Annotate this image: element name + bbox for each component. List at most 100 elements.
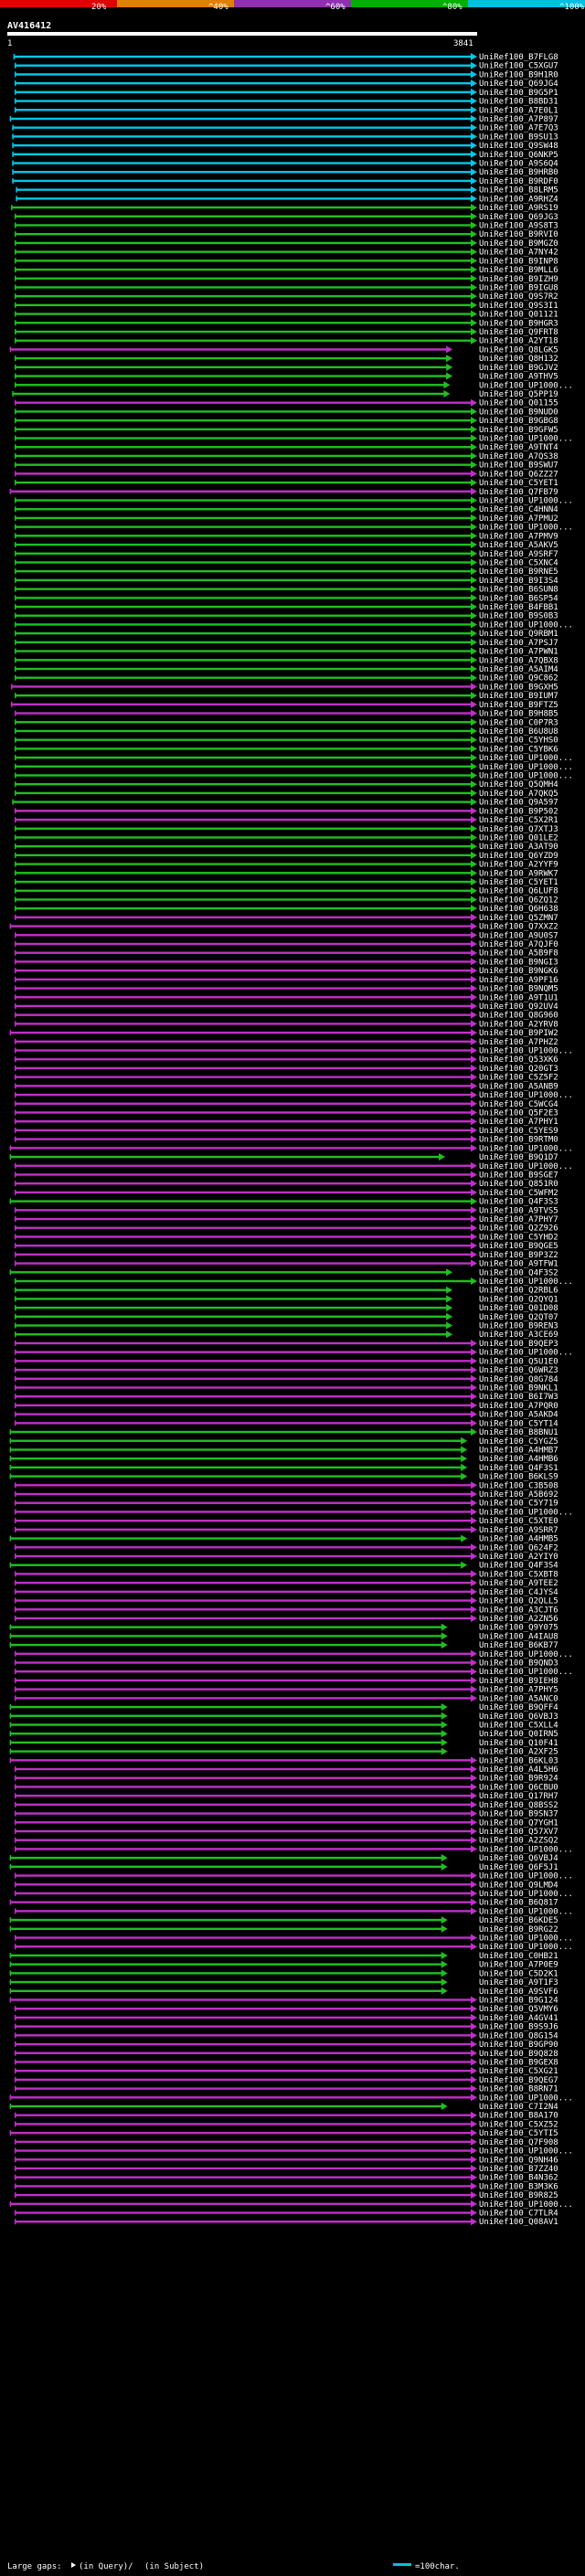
hit-label[interactable]: UniRef100_B9QND3: [479, 1659, 558, 1669]
hit-label[interactable]: UniRef100_C5YBK6: [479, 745, 558, 754]
hit-label[interactable]: UniRef100_Q0IRN5: [479, 1730, 558, 1739]
hit-row[interactable]: UniRef100_UP1000...: [15, 1649, 573, 1659]
hit-row[interactable]: UniRef100_Q8H132: [15, 355, 558, 364]
hit-label[interactable]: UniRef100_A9TFW1: [479, 1260, 558, 1269]
hit-row[interactable]: UniRef100_A4HMB7: [9, 1446, 558, 1455]
hit-row[interactable]: UniRef100_C5Z5F2: [15, 1073, 558, 1083]
hit-label[interactable]: UniRef100_UP1000...: [479, 1508, 573, 1517]
hit-row[interactable]: UniRef100_Q2QYQ1: [15, 1295, 558, 1304]
hit-label[interactable]: UniRef100_UP1000...: [479, 754, 573, 763]
hit-row[interactable]: UniRef100_UP1000...: [15, 1934, 573, 1944]
hit-row[interactable]: UniRef100_B6U8U8: [15, 726, 558, 737]
hit-row[interactable]: UniRef100_Q6NKP5: [12, 150, 558, 160]
hit-row[interactable]: UniRef100_B6I7W3: [15, 1393, 558, 1402]
hit-row[interactable]: UniRef100_Q2Z926: [15, 1224, 558, 1234]
hit-label[interactable]: UniRef100_UP1000...: [479, 1091, 573, 1100]
hit-row[interactable]: UniRef100_UP1000...: [15, 762, 573, 772]
hit-label[interactable]: UniRef100_A7P897: [479, 115, 558, 124]
hit-label[interactable]: UniRef100_Q9A597: [479, 799, 558, 808]
hit-label[interactable]: UniRef100_Q7XXZ2: [479, 923, 558, 932]
hit-row[interactable]: UniRef100_B9NGK6: [15, 967, 558, 976]
hit-row[interactable]: UniRef100_A9TFW1: [15, 1259, 558, 1269]
hit-row[interactable]: UniRef100_C5YHS0: [15, 736, 558, 746]
hit-label[interactable]: UniRef100_B9IGU8: [479, 283, 558, 292]
hit-row[interactable]: UniRef100_A4GV41: [15, 2013, 558, 2023]
hit-label[interactable]: UniRef100_A3AT90: [479, 843, 558, 852]
hit-label[interactable]: UniRef100_B6SP54: [479, 594, 558, 603]
hit-row[interactable]: UniRef100_Q6YZD9: [15, 851, 558, 861]
hit-label[interactable]: UniRef100_B8LRM5: [479, 186, 558, 196]
hit-row[interactable]: UniRef100_A5AKD4: [15, 1410, 558, 1420]
hit-label[interactable]: UniRef100_C5X2R1: [479, 816, 558, 825]
hit-row[interactable]: UniRef100_Q8G154: [15, 2031, 558, 2041]
hit-label[interactable]: UniRef100_B9H8B5: [479, 710, 558, 719]
hit-label[interactable]: UniRef100_Q8H132: [479, 355, 558, 364]
hit-row[interactable]: UniRef100_B9QND3: [15, 1659, 558, 1669]
hit-row[interactable]: UniRef100_A7QBX8: [15, 656, 558, 665]
hit-label[interactable]: UniRef100_A9T1F3: [479, 1978, 558, 1988]
hit-row[interactable]: UniRef100_Q01LE2: [15, 833, 558, 843]
hit-row[interactable]: UniRef100_Q851R0: [15, 1180, 558, 1189]
hit-label[interactable]: UniRef100_Q2QT07: [479, 1313, 558, 1322]
hit-label[interactable]: UniRef100_A7NY42: [479, 249, 558, 258]
hit-label[interactable]: UniRef100_C5YES9: [479, 1127, 558, 1136]
hit-label[interactable]: UniRef100_A7QJF0: [479, 940, 558, 949]
hit-row[interactable]: UniRef100_C0HB21: [9, 1951, 558, 1961]
hit-row[interactable]: UniRef100_Q6WRZ3: [15, 1366, 558, 1375]
hit-label[interactable]: UniRef100_UP1000...: [479, 620, 573, 630]
hit-label[interactable]: UniRef100_B9NKL1: [479, 1384, 558, 1394]
hit-label[interactable]: UniRef100_A9S6Q4: [479, 160, 558, 169]
hit-label[interactable]: UniRef100_B9Q1D7: [479, 1153, 558, 1162]
hit-label[interactable]: UniRef100_Q4F3S2: [479, 1268, 558, 1277]
hit-label[interactable]: UniRef100_B9IZH9: [479, 275, 558, 284]
hit-label[interactable]: UniRef100_A7QBX8: [479, 656, 558, 665]
hit-row[interactable]: UniRef100_B9SN37: [15, 1809, 558, 1819]
hit-row[interactable]: UniRef100_A9TVS5: [15, 1206, 558, 1215]
hit-label[interactable]: UniRef100_B9P3Z2: [479, 1251, 558, 1260]
hit-row[interactable]: UniRef100_UP1000...: [15, 1508, 573, 1517]
hit-row[interactable]: UniRef100_B9NGI3: [15, 958, 558, 967]
hit-row[interactable]: UniRef100_C5Y719: [15, 1499, 558, 1509]
hit-row[interactable]: UniRef100_A4IAU8: [9, 1632, 558, 1641]
hit-row[interactable]: UniRef100_Q7F908: [15, 2137, 558, 2147]
hit-label[interactable]: UniRef100_A9TEE2: [479, 1579, 558, 1588]
hit-label[interactable]: UniRef100_A9PF16: [479, 976, 558, 985]
hit-label[interactable]: UniRef100_B9INP8: [479, 257, 558, 266]
hit-label[interactable]: UniRef100_Q6VBJ3: [479, 1712, 558, 1722]
hit-label[interactable]: UniRef100_Q9NH46: [479, 2156, 558, 2165]
hit-row[interactable]: UniRef100_B9S9J6: [15, 2022, 558, 2032]
hit-label[interactable]: UniRef100_B9GXH5: [479, 683, 558, 692]
hit-row[interactable]: UniRef100_B6SUN8: [15, 585, 558, 595]
hit-label[interactable]: UniRef100_Q6CBU0: [479, 1783, 558, 1792]
hit-label[interactable]: UniRef100_B9SWU7: [479, 461, 558, 471]
hit-row[interactable]: UniRef100_B8RN71: [15, 2084, 558, 2094]
hit-row[interactable]: UniRef100_UP1000...: [9, 2200, 573, 2210]
hit-label[interactable]: UniRef100_B4FBB1: [479, 603, 558, 612]
hit-row[interactable]: UniRef100_A2YIY0: [15, 1552, 558, 1562]
hit-row[interactable]: UniRef100_Q92UV4: [15, 1002, 558, 1012]
hit-row[interactable]: UniRef100_B9H8B5: [15, 709, 558, 719]
hit-row[interactable]: UniRef100_A9S6Q4: [12, 159, 558, 169]
hit-row[interactable]: UniRef100_A9TEE2: [15, 1579, 558, 1588]
hit-label[interactable]: UniRef100_A2XF25: [479, 1748, 558, 1757]
hit-label[interactable]: UniRef100_A9SRR7: [479, 1526, 558, 1535]
hit-row[interactable]: UniRef100_Q6ZZ27: [15, 470, 558, 479]
hit-label[interactable]: UniRef100_B6U8U8: [479, 727, 558, 737]
hit-label[interactable]: UniRef100_Q2QYQ1: [479, 1295, 558, 1304]
hit-row[interactable]: UniRef100_UP1000...: [9, 2094, 573, 2103]
hit-label[interactable]: UniRef100_B9IUM7: [479, 692, 558, 701]
hit-label[interactable]: UniRef100_Q01D08: [479, 1304, 558, 1313]
hit-label[interactable]: UniRef100_A9SVF6: [479, 1988, 558, 1997]
hit-row[interactable]: UniRef100_B9P502: [15, 807, 558, 816]
hit-row[interactable]: UniRef100_A2ZN56: [15, 1614, 558, 1624]
hit-label[interactable]: UniRef100_Q4F3S1: [479, 1464, 558, 1473]
hit-label[interactable]: UniRef100_Q17RH7: [479, 1792, 558, 1801]
hit-label[interactable]: UniRef100_A2YYF9: [479, 861, 558, 870]
hit-row[interactable]: UniRef100_Q9RBM1: [15, 630, 558, 639]
hit-row[interactable]: UniRef100_B9S0B3: [15, 611, 558, 621]
hit-label[interactable]: UniRef100_B9RG22: [479, 1925, 558, 1935]
hit-row[interactable]: UniRef100_Q624F2: [15, 1543, 558, 1553]
hit-row[interactable]: UniRef100_Q8G960: [15, 1011, 558, 1021]
hit-row[interactable]: UniRef100_C3B508: [15, 1481, 558, 1490]
hit-label[interactable]: UniRef100_Q01121: [479, 311, 558, 320]
